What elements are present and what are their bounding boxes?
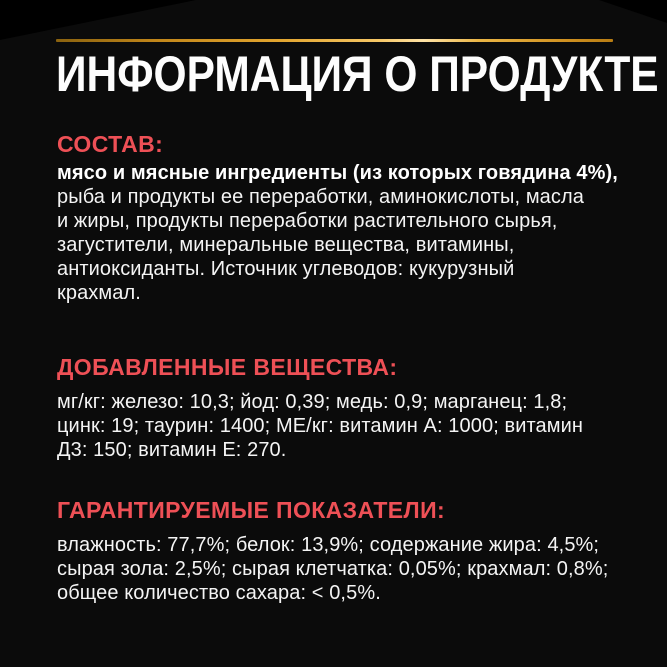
top-left-corner-facet — [0, 0, 196, 40]
section-body-additives: мг/кг: железо: 10,3; йод: 0,39; медь: 0,… — [57, 391, 584, 461]
composition-text: рыба и продукты ее переработки, аминокис… — [57, 186, 584, 304]
section-body-composition: мясо и мясные ингредиенты (из которых го… — [57, 161, 623, 305]
composition-bold-intro: мясо и мясные ингредиенты (из которых го… — [57, 162, 618, 184]
section-heading-composition: СОСТАВ: — [57, 131, 164, 157]
top-right-corner-facet — [599, 0, 667, 23]
section-body-guaranteed: влажность: 77,7%; белок: 13,9%; содержан… — [57, 534, 609, 604]
section-heading-guaranteed: ГАРАНТИРУЕМЫЕ ПОКАЗАТЕЛИ: — [57, 497, 446, 523]
gold-divider-line — [56, 39, 613, 42]
section-heading-additives: ДОБАВЛЕННЫЕ ВЕЩЕСТВА: — [57, 354, 398, 380]
page-title: ИНФОРМАЦИЯ О ПРОДУКТЕ — [56, 46, 659, 102]
